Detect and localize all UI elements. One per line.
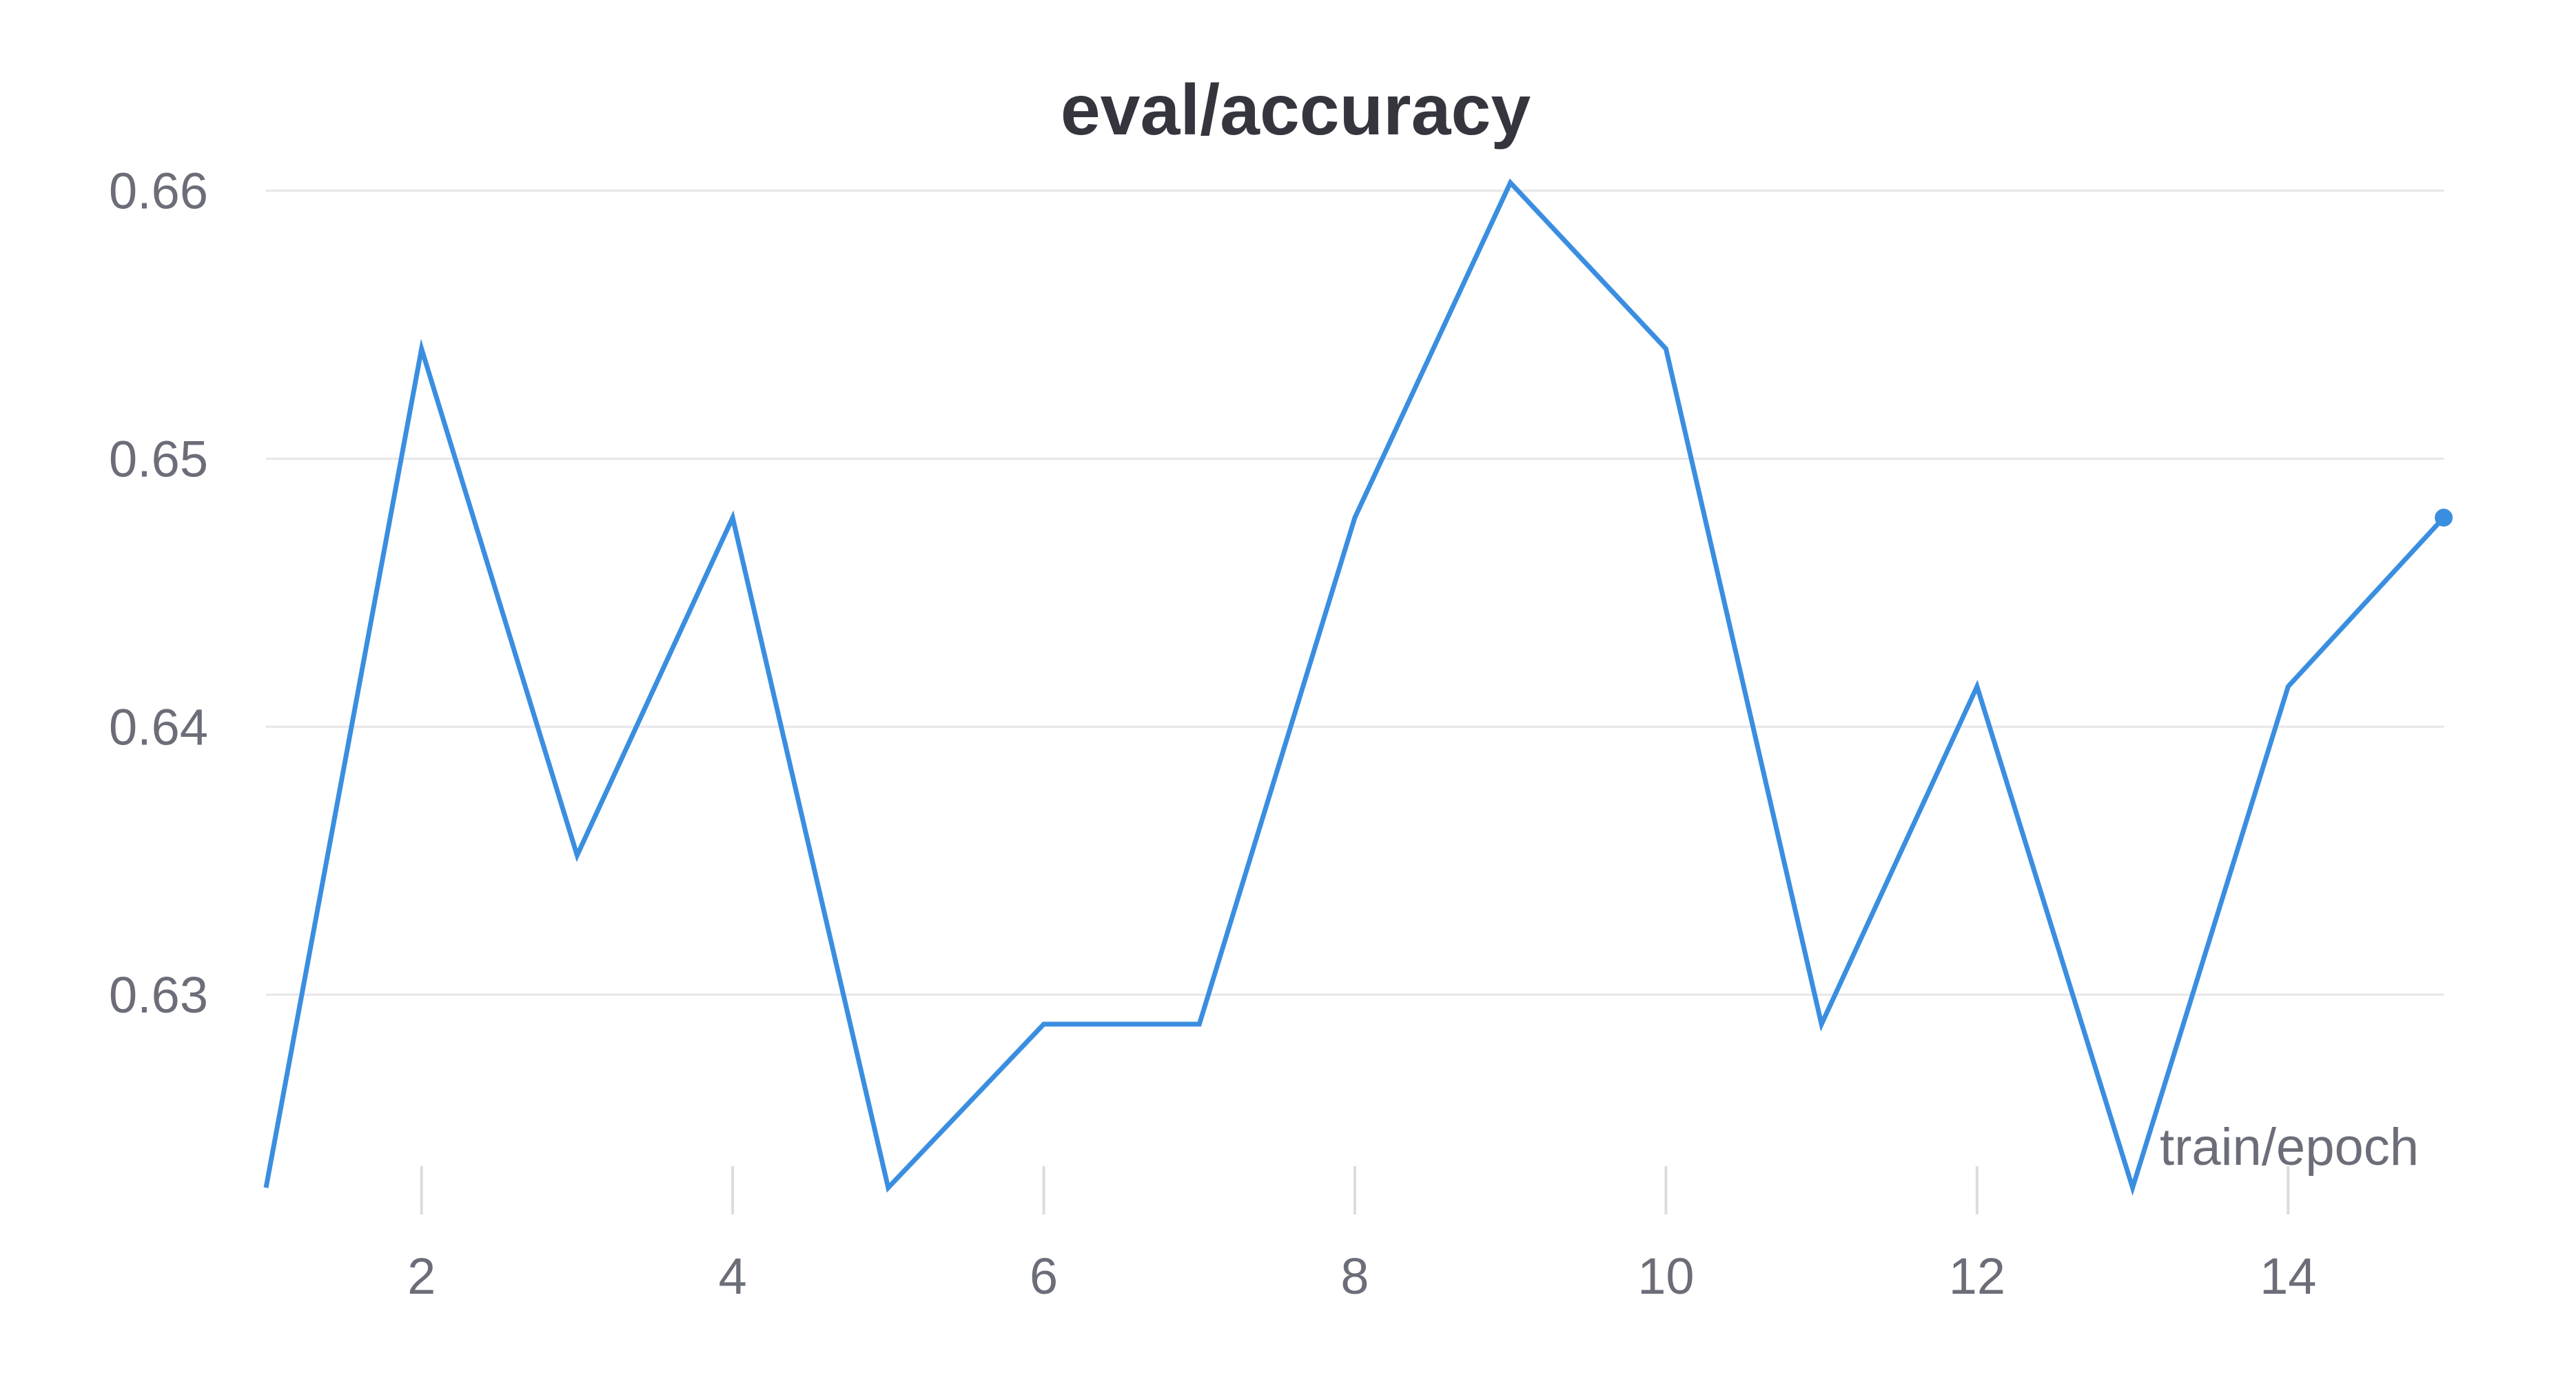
series-layer: [263, 178, 2453, 1196]
x-tick-label: 12: [1949, 1248, 2005, 1305]
x-tick-label: 6: [1030, 1248, 1058, 1305]
x-tick-label: 2: [407, 1248, 436, 1305]
last-point-marker: [2435, 509, 2453, 527]
x-tick-label: 14: [2260, 1248, 2316, 1305]
chart-title: eval/accuracy: [1061, 70, 1531, 150]
y-axis-ticks: 0.63 0.64 0.65 0.66: [109, 163, 208, 1024]
x-tick-label: 8: [1340, 1248, 1369, 1305]
grid-lines: [266, 190, 2444, 996]
x-axis-ticks: 2 4 6 8 10 12 14: [407, 1166, 2316, 1305]
y-tick-label: 0.66: [109, 163, 208, 220]
y-tick-label: 0.63: [109, 966, 208, 1024]
x-tick-label: 4: [719, 1248, 747, 1305]
y-tick-label: 0.65: [109, 430, 208, 487]
x-tick-label: 10: [1637, 1248, 1694, 1305]
series-line: [263, 178, 2446, 1196]
x-axis-label: train/epoch: [2160, 1118, 2419, 1177]
y-tick-label: 0.64: [109, 698, 208, 755]
